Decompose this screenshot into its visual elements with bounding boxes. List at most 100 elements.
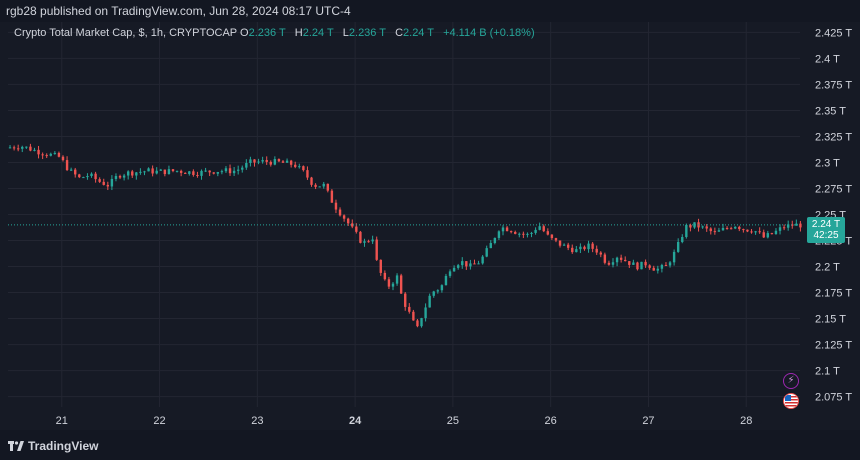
low-label: L	[342, 27, 349, 39]
candle-body	[179, 170, 183, 173]
candle-body	[16, 148, 20, 150]
candle-body	[461, 261, 464, 266]
candle-body	[786, 224, 790, 228]
candle-body	[681, 236, 684, 243]
candle-body	[546, 231, 550, 235]
candle-body	[69, 169, 73, 171]
candle-body	[489, 243, 492, 249]
candle-body	[742, 229, 745, 231]
tradingview-brand[interactable]: TradingView	[8, 439, 98, 453]
candle-body	[729, 228, 733, 230]
candle-body	[351, 223, 354, 227]
candles	[8, 143, 802, 328]
candle-body	[110, 178, 114, 187]
candle-body	[668, 262, 672, 266]
candle-body	[799, 223, 802, 228]
y-tick-label: 2.325 T	[815, 131, 852, 143]
chart-legend: Crypto Total Market Cap, $, 1h, CRYPTOCA…	[14, 27, 535, 39]
candle-body	[131, 171, 134, 176]
candle-body	[444, 275, 448, 286]
candle-body	[294, 164, 297, 167]
candle-body	[554, 238, 558, 241]
y-tick-label: 2.075 T	[815, 392, 852, 404]
candle-body	[74, 169, 77, 175]
candle-body	[542, 226, 545, 232]
change-value: +4.114 B (+0.18%)	[443, 27, 535, 39]
candle-body	[147, 168, 150, 172]
candle-body	[717, 230, 721, 232]
candle-body	[106, 184, 110, 187]
candle-body	[363, 241, 366, 243]
candle-body	[375, 239, 378, 260]
candle-body	[452, 267, 456, 272]
candle-body	[208, 170, 211, 173]
candle-body	[367, 241, 370, 243]
brand-name: TradingView	[28, 439, 99, 453]
candle-body	[676, 242, 680, 252]
candle-body	[45, 155, 48, 157]
candle-body	[163, 169, 167, 175]
candle-body	[33, 149, 36, 151]
candle-body	[355, 226, 358, 232]
candle-body	[122, 175, 126, 178]
candle-body	[346, 218, 350, 224]
price-axis[interactable]: 2.425 T 2.4 T 2.375 T 2.35 T 2.325 T 2.3 T 2.2…	[815, 27, 852, 403]
candle-body	[82, 177, 85, 179]
candle-body	[758, 231, 761, 233]
candle-body	[57, 152, 61, 157]
candle-body	[78, 174, 81, 178]
candle-body	[485, 248, 488, 257]
candle-body	[750, 231, 753, 233]
y-tick-label: 2.425 T	[815, 27, 852, 39]
publisher-line: rgb28 published on TradingView.com, Jun …	[6, 4, 351, 18]
y-tick-label: 2.35 T	[815, 105, 846, 117]
candle-body	[632, 262, 635, 265]
close-value: 2.24 T	[403, 27, 435, 39]
candle-body	[236, 169, 240, 171]
us-flag-icon[interactable]	[783, 393, 799, 409]
candle-body	[656, 268, 660, 271]
candle-body	[652, 267, 655, 271]
price-chart[interactable]: 2.425 T 2.4 T 2.375 T 2.35 T 2.325 T 2.3 T 2.2…	[0, 22, 860, 430]
x-tick-label: 23	[251, 415, 263, 427]
candle-body	[664, 265, 668, 267]
candle-body	[766, 233, 770, 238]
candle-body	[359, 231, 362, 243]
time-axis[interactable]: 21 22 23 24 25 26 27 28	[56, 415, 753, 427]
candle-body	[640, 261, 643, 270]
candle-body	[184, 172, 187, 174]
x-tick-label: 27	[642, 415, 654, 427]
candle-body	[167, 169, 171, 175]
lightning-icon[interactable]: ⚡	[783, 373, 799, 389]
candle-body	[408, 306, 411, 312]
candle-body	[298, 166, 301, 168]
candle-body	[595, 248, 598, 253]
last-price-badge: 2.24 T 42:25	[807, 216, 845, 243]
candle-body	[424, 307, 427, 319]
candle-body	[326, 183, 330, 191]
candle-body	[330, 190, 334, 203]
y-tick-label: 2.375 T	[815, 79, 852, 91]
candle-body	[534, 229, 537, 233]
symbol-title: Crypto Total Market Cap, $, 1h, CRYPTOCA…	[14, 27, 237, 39]
candle-body	[754, 231, 757, 233]
candle-body	[615, 257, 619, 263]
low-value: 2.236 T	[348, 27, 386, 39]
candle-body	[29, 146, 32, 151]
candle-body	[440, 285, 444, 291]
candle-body	[371, 239, 374, 242]
candle-body	[628, 261, 631, 265]
chart-area[interactable]	[0, 22, 860, 430]
candle-body	[705, 226, 708, 229]
candle-body	[583, 246, 586, 250]
candle-body	[8, 147, 12, 149]
candle-body	[94, 173, 97, 180]
candle-body	[65, 160, 69, 171]
candle-body	[245, 162, 248, 168]
tradingview-logo-icon	[8, 441, 24, 451]
candle-body	[473, 263, 476, 265]
candle-body	[599, 252, 602, 255]
candle-body	[693, 222, 696, 228]
candle-body	[477, 263, 480, 265]
candle-body	[404, 293, 407, 307]
